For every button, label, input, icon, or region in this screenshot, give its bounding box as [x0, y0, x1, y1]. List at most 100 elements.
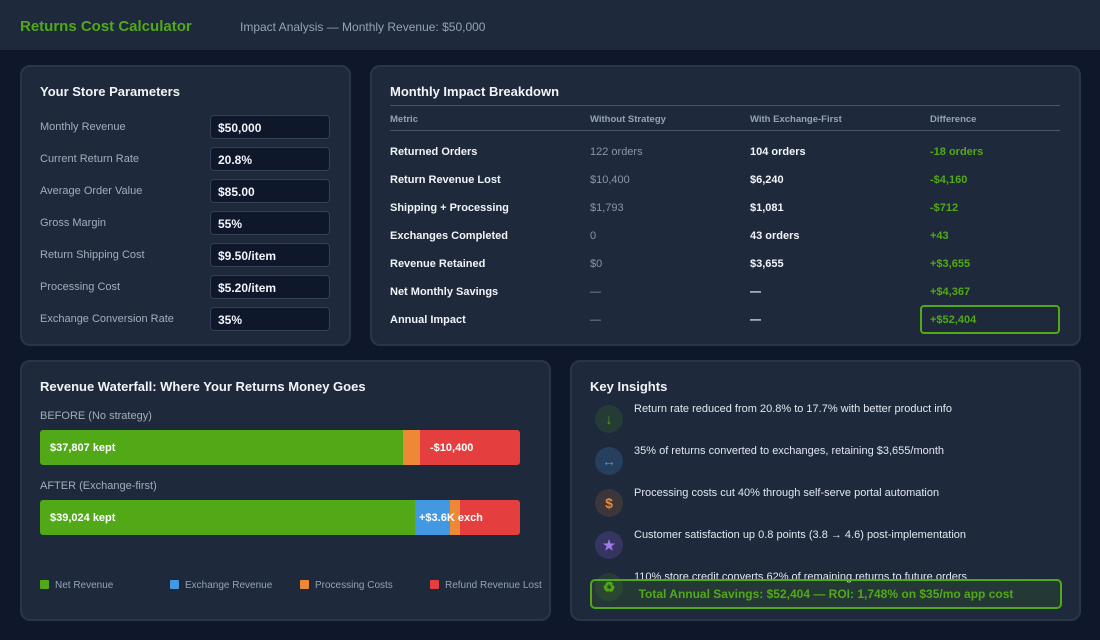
- after-label: AFTER (Exchange-first): [40, 480, 157, 492]
- cell-difference: -$4,160: [930, 174, 968, 186]
- panel-title: Key Insights: [590, 379, 668, 394]
- total-savings-banner: Total Annual Savings: $52,404 — ROI: 1,7…: [590, 579, 1062, 609]
- after-net-segment: [40, 500, 415, 535]
- cell-with: —: [750, 286, 761, 298]
- cell-without: 122 orders: [590, 146, 643, 158]
- cell-difference: -$712: [930, 202, 959, 214]
- param-row: Return Shipping Cost $9.50/item: [40, 243, 332, 267]
- before-net-label: $37,807 kept: [50, 442, 116, 454]
- cell-metric: Annual Impact: [390, 314, 466, 326]
- cell-metric: Return Revenue Lost: [390, 174, 501, 186]
- table-row: Returned Orders 122 orders 104 orders -1…: [390, 138, 1060, 166]
- param-input[interactable]: $50,000: [210, 115, 330, 139]
- arrows-horizontal-icon: ↔: [595, 447, 623, 475]
- impact-breakdown-panel: Monthly Impact Breakdown Metric Without …: [370, 65, 1081, 346]
- after-exchange-segment: [414, 500, 450, 535]
- cell-with: 43 orders: [750, 230, 800, 242]
- before-refund-segment: [420, 430, 520, 465]
- cell-metric: Net Monthly Savings: [390, 286, 499, 298]
- param-label: Processing Cost: [40, 281, 121, 293]
- after-processing-segment: [449, 500, 461, 535]
- insight-text: Processing costs cut 40% through self-se…: [634, 487, 940, 499]
- param-row: Gross Margin 55%: [40, 211, 332, 235]
- table-row: Exchanges Completed 0 43 orders +43: [390, 222, 1060, 250]
- insight-text: 35% of returns converted to exchanges, r…: [634, 445, 945, 457]
- app-header: Returns Cost Calculator Impact Analysis …: [0, 0, 1100, 50]
- cell-without: $0: [590, 258, 603, 270]
- param-label: Return Shipping Cost: [40, 249, 145, 261]
- table-row: Shipping + Processing $1,793 $1,081 -$71…: [390, 194, 1060, 222]
- table-row: Annual Impact — — +$52,404: [390, 305, 1060, 334]
- revenue-waterfall-panel: Revenue Waterfall: Where Your Returns Mo…: [20, 360, 551, 621]
- param-label: Gross Margin: [40, 217, 107, 229]
- cell-with: $1,081: [750, 202, 784, 214]
- star-icon: ★: [595, 531, 623, 559]
- after-exchange-label: +$3.6K exch: [419, 512, 483, 524]
- param-input[interactable]: $5.20/item: [210, 275, 330, 299]
- panel-title: Monthly Impact Breakdown: [390, 84, 560, 99]
- annual-impact-highlight: [920, 305, 1060, 334]
- cell-metric: Revenue Retained: [390, 258, 486, 270]
- insight-item: $ Processing costs cut 40% through self-…: [592, 487, 1062, 523]
- cell-difference: +$3,655: [930, 258, 971, 270]
- after-bar: [40, 500, 520, 535]
- param-input[interactable]: $85.00: [210, 179, 330, 203]
- before-net-segment: [40, 430, 403, 465]
- table-row: Return Revenue Lost $10,400 $6,240 -$4,1…: [390, 166, 1060, 194]
- legend-refund: Refund Revenue Lost: [430, 580, 542, 591]
- insight-item: ↓ Return rate reduced from 20.8% to 17.7…: [592, 403, 1062, 439]
- panel-title: Your Store Parameters: [40, 84, 180, 99]
- param-row: Monthly Revenue $50,000: [40, 115, 332, 139]
- cell-without: $10,400: [590, 174, 630, 186]
- cell-metric: Exchanges Completed: [390, 230, 508, 242]
- key-insights-panel: Key Insights ↓ Return rate reduced from …: [570, 360, 1081, 621]
- column-header: Without Strategy: [590, 114, 666, 125]
- param-input[interactable]: 35%: [210, 307, 330, 331]
- cell-difference: +43: [930, 230, 949, 242]
- param-label: Average Order Value: [40, 185, 143, 197]
- before-processing-segment: [402, 430, 421, 465]
- recycle-icon: ♻: [595, 573, 623, 601]
- table-row: Net Monthly Savings — — +$4,367: [390, 278, 1060, 306]
- cell-without: —: [590, 286, 601, 298]
- cell-metric: Shipping + Processing: [390, 202, 509, 214]
- param-input[interactable]: 55%: [210, 211, 330, 235]
- cell-difference: -18 orders: [930, 146, 984, 158]
- param-row: Processing Cost $5.20/item: [40, 275, 332, 299]
- column-header: Difference: [930, 114, 977, 125]
- cell-without: $1,793: [590, 202, 624, 214]
- param-row: Exchange Conversion Rate 35%: [40, 307, 332, 331]
- cell-with: $6,240: [750, 174, 784, 186]
- param-input[interactable]: $9.50/item: [210, 243, 330, 267]
- cell-with: —: [750, 314, 761, 326]
- param-row: Average Order Value $85.00: [40, 179, 332, 203]
- legend-exchange: Exchange Revenue: [170, 580, 272, 591]
- param-label: Exchange Conversion Rate: [40, 313, 174, 325]
- panel-title: Revenue Waterfall: Where Your Returns Mo…: [40, 379, 366, 394]
- column-header: With Exchange-First: [750, 114, 842, 125]
- cell-difference: +$4,367: [930, 286, 971, 298]
- arrow-down-icon: ↓: [595, 405, 623, 433]
- before-refund-label: -$10,400: [430, 442, 474, 454]
- table-row: Revenue Retained $0 $3,655 +$3,655: [390, 250, 1060, 278]
- after-refund-segment: [460, 500, 520, 535]
- store-parameters-panel: Your Store Parameters Monthly Revenue $5…: [20, 65, 351, 346]
- column-header: Metric: [390, 114, 418, 125]
- after-net-label: $39,024 kept: [50, 512, 116, 524]
- param-label: Monthly Revenue: [40, 121, 126, 133]
- cell-without: 0: [590, 230, 597, 242]
- before-label: BEFORE (No strategy): [40, 410, 152, 422]
- dollar-icon: $: [595, 489, 623, 517]
- insight-item: ↔ 35% of returns converted to exchanges,…: [592, 445, 1062, 481]
- cell-with: 104 orders: [750, 146, 806, 158]
- app-title: Returns Cost Calculator: [20, 18, 192, 35]
- cell-with: $3,655: [750, 258, 784, 270]
- param-input[interactable]: 20.8%: [210, 147, 330, 171]
- cell-metric: Returned Orders: [390, 146, 478, 158]
- before-bar: [40, 430, 520, 465]
- param-row: Current Return Rate 20.8%: [40, 147, 332, 171]
- legend-net: Net Revenue: [40, 580, 113, 591]
- insight-text: Return rate reduced from 20.8% to 17.7% …: [634, 403, 952, 415]
- cell-without: —: [590, 314, 601, 326]
- param-label: Current Return Rate: [40, 153, 140, 165]
